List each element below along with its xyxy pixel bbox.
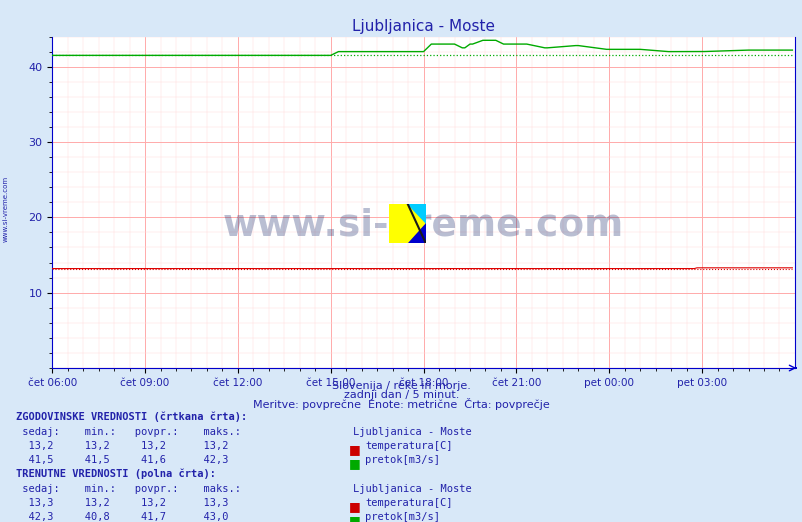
Text: zadnji dan / 5 minut.: zadnji dan / 5 minut. [343, 390, 459, 400]
Text: 13,2     13,2     13,2      13,2: 13,2 13,2 13,2 13,2 [16, 442, 229, 452]
Text: ZGODOVINSKE VREDNOSTI (črtkana črta):: ZGODOVINSKE VREDNOSTI (črtkana črta): [16, 412, 247, 422]
Text: temperatura[C]: temperatura[C] [365, 442, 452, 452]
Text: 42,3     40,8     41,7      43,0: 42,3 40,8 41,7 43,0 [16, 512, 229, 522]
Text: Slovenija / reke in morje.: Slovenija / reke in morje. [332, 381, 470, 391]
Text: Ljubljanica - Moste: Ljubljanica - Moste [353, 427, 472, 437]
Text: TRENUTNE VREDNOSTI (polna črta):: TRENUTNE VREDNOSTI (polna črta): [16, 469, 216, 479]
Text: ■: ■ [349, 514, 361, 522]
Text: sedaj:    min.:   povpr.:    maks.:: sedaj: min.: povpr.: maks.: [16, 427, 241, 437]
Text: ■: ■ [349, 457, 361, 470]
Title: Ljubljanica - Moste: Ljubljanica - Moste [351, 19, 495, 34]
Text: Ljubljanica - Moste: Ljubljanica - Moste [353, 484, 472, 494]
Polygon shape [407, 223, 425, 243]
Text: ■: ■ [349, 443, 361, 456]
Text: 41,5     41,5     41,6      42,3: 41,5 41,5 41,6 42,3 [16, 455, 229, 465]
Text: www.si-vreme.com: www.si-vreme.com [223, 207, 623, 243]
Text: pretok[m3/s]: pretok[m3/s] [365, 512, 439, 522]
Text: ■: ■ [349, 500, 361, 513]
Text: sedaj:    min.:   povpr.:    maks.:: sedaj: min.: povpr.: maks.: [16, 484, 241, 494]
Text: 13,3     13,2     13,2      13,3: 13,3 13,2 13,2 13,3 [16, 499, 229, 508]
Text: www.si-vreme.com: www.si-vreme.com [2, 176, 9, 242]
Text: Meritve: povprečne  Enote: metrične  Črta: povprečje: Meritve: povprečne Enote: metrične Črta:… [253, 398, 549, 410]
Text: pretok[m3/s]: pretok[m3/s] [365, 455, 439, 465]
Text: temperatura[C]: temperatura[C] [365, 499, 452, 508]
Polygon shape [407, 204, 425, 223]
